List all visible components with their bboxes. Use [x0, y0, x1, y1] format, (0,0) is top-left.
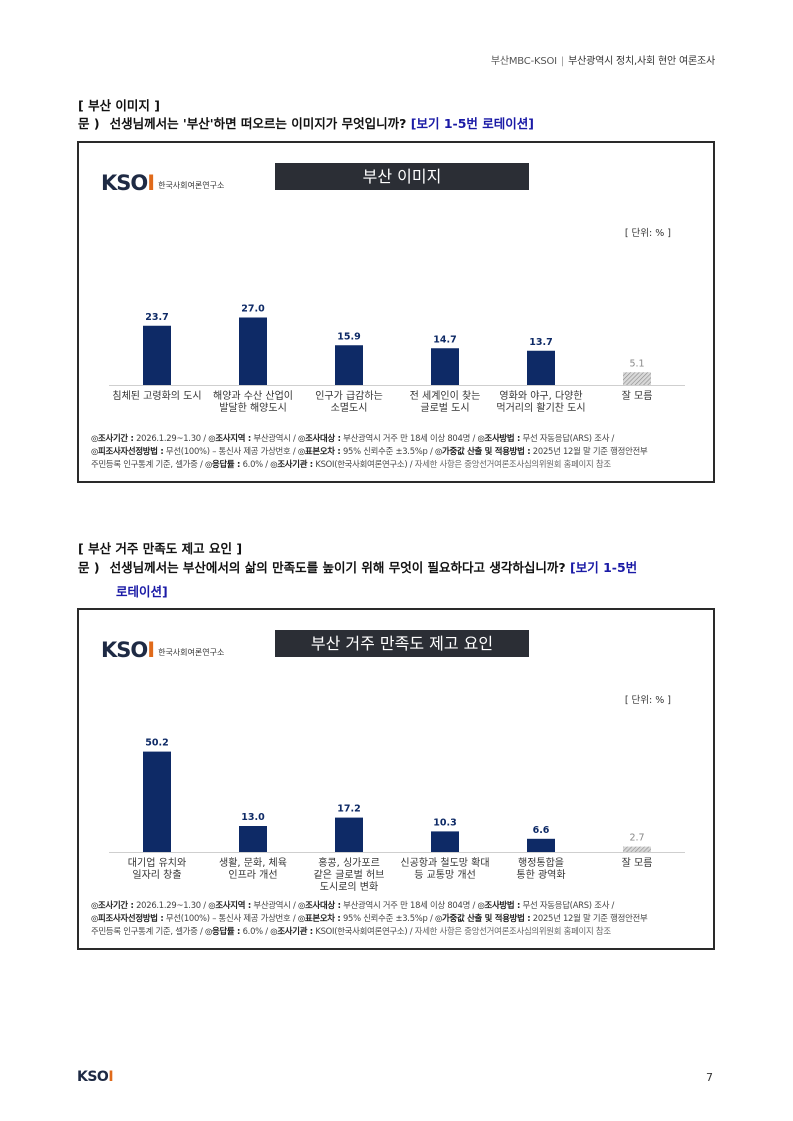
- chart1-unit: [ 단위: % ]: [624, 228, 671, 239]
- chart1-value-label: 15.9: [337, 331, 360, 342]
- chart1-category-label: 잘 모름: [622, 390, 653, 402]
- chart2-category-label: 일자리 창출: [132, 869, 181, 881]
- footer-logo-icon: KSOI: [77, 1069, 114, 1085]
- chart1-value-label: 14.7: [433, 334, 456, 345]
- chart1-bar: [239, 317, 267, 385]
- chart2-value-label: 13.0: [241, 812, 265, 823]
- chart1-value-label: 5.1: [629, 358, 644, 369]
- chart2-logo-sub: 한국사회여론연구소: [158, 647, 225, 657]
- chart1-bar: [431, 348, 459, 385]
- section1-question-text: 선생님께서는 '부산'하면 떠오르는 이미지가 무엇입니까?: [109, 116, 407, 131]
- chart2-category-label: 신공항과 철도망 확대: [400, 857, 489, 869]
- ksoi-logo-icon: KSOI: [101, 638, 155, 662]
- chart2-category-label: 인프라 개선: [228, 869, 277, 881]
- chart1-category-label: 소멸도시: [331, 402, 368, 414]
- header-left: 부산MBC-KSOI: [490, 56, 557, 67]
- chart1-survey-note: ◎조사기간 : 2026.1.29~1.30 / ◎조사지역 : 부산광역시 /…: [91, 433, 648, 469]
- chart1-value-label: 13.7: [529, 337, 552, 348]
- chart1-banner: 부산 이미지: [275, 163, 529, 190]
- chart2-value-label: 10.3: [433, 817, 456, 828]
- chart1-category-label: 침체된 고령화의 도시: [112, 390, 201, 402]
- chart2-banner: 부산 거주 만족도 제고 요인: [275, 630, 529, 657]
- chart2-category-label: 같은 글로벌 허브: [314, 869, 385, 881]
- chart2-logo: KSOI 한국사회여론연구소: [101, 638, 224, 662]
- chart1-category-label: 전 세계인이 찾는: [410, 390, 481, 402]
- chart1-category-label: 해양과 수산 산업이: [213, 389, 293, 402]
- chart1-frame: KSOI 한국사회여론연구소 부산 이미지 [ 단위: % ] 23.7 침체된 …: [77, 141, 715, 483]
- section2-title: [ 부산 거주 만족도 제고 요인 ]: [78, 541, 243, 556]
- chart1-value-label: 27.0: [241, 304, 265, 315]
- section1-question-prefix: 문 ): [78, 116, 100, 131]
- chart1-category-label: 글로벌 도시: [420, 402, 469, 414]
- chart1-value-label: 23.7: [145, 312, 168, 323]
- chart2-category-label: 도시로의 변화: [320, 881, 378, 893]
- chart1-category-label: 영화와 야구, 다양한: [499, 390, 582, 402]
- chart1-bar: [527, 350, 555, 385]
- chart1-category-label: 발달한 해양도시: [219, 401, 287, 414]
- section1-question: 문 ) 선생님께서는 '부산'하면 떠오르는 이미지가 무엇입니까? [보기 1-…: [78, 112, 718, 136]
- chart2-value-label: 50.2: [145, 738, 168, 749]
- header-divider: |: [560, 56, 565, 67]
- chart2-category-label: 생활, 문화, 체육: [219, 856, 287, 869]
- section2-question-prefix: 문 ): [78, 560, 100, 575]
- chart1-bar: [143, 325, 171, 385]
- section2-question-note-1: [보기 1-5번: [570, 560, 638, 575]
- chart2-value-label: 2.7: [629, 833, 644, 844]
- chart1-logo: KSOI 한국사회여론연구소: [101, 171, 224, 195]
- chart2-category-label: 잘 모름: [622, 857, 653, 869]
- chart1-bar: [335, 345, 363, 385]
- chart2-survey-note: ◎조사기간 : 2026.1.29~1.30 / ◎조사지역 : 부산광역시 /…: [91, 900, 648, 936]
- section2-question-text: 선생님께서는 부산에서의 삶의 만족도를 높이기 위해 무엇이 필요하다고 생각…: [109, 560, 566, 575]
- chart2-category-label: 홍콩, 싱가포르: [318, 856, 380, 869]
- chart1-logo-sub: 한국사회여론연구소: [158, 180, 225, 190]
- section1-question-note: [보기 1-5번 로테이션]: [410, 116, 534, 131]
- chart2-bar: [335, 817, 363, 852]
- chart2-bar: [527, 838, 555, 852]
- header-right: 부산광역시 정치,사회 현안 여론조사: [568, 56, 715, 67]
- chart2-category-label: 통한 광역화: [516, 869, 565, 881]
- chart1-category-label: 먹거리의 활기찬 도시: [496, 401, 585, 414]
- page-number: 7: [706, 1071, 713, 1084]
- chart1-bar: [623, 372, 651, 385]
- chart2-value-label: 6.6: [533, 825, 550, 836]
- chart2-category-label: 등 교통망 개선: [414, 869, 476, 881]
- ksoi-logo-icon: KSOI: [101, 171, 155, 195]
- chart2-bar: [143, 751, 171, 852]
- section2-question-note-2: 로테이션]: [116, 584, 168, 599]
- section2-question: 문 ) 선생님께서는 부산에서의 삶의 만족도를 높이기 위해 무엇이 필요하다고…: [78, 556, 718, 604]
- chart2-unit: [ 단위: % ]: [624, 695, 671, 706]
- chart2-bar: [431, 831, 459, 852]
- chart2-bar: [239, 826, 267, 852]
- chart2-frame: KSOI 한국사회여론연구소 부산 거주 만족도 제고 요인 [ 단위: % ]…: [77, 608, 715, 950]
- page-header: 부산MBC-KSOI | 부산광역시 정치,사회 현안 여론조사: [491, 52, 715, 67]
- chart2-category-label: 행정통합을: [518, 857, 564, 869]
- chart2-bar: [623, 846, 651, 852]
- chart2-value-label: 17.2: [337, 804, 360, 815]
- chart2-category-label: 대기업 유치와: [128, 856, 186, 869]
- section1-title: [ 부산 이미지 ]: [78, 98, 160, 113]
- chart1-category-label: 인구가 급감하는: [315, 389, 383, 402]
